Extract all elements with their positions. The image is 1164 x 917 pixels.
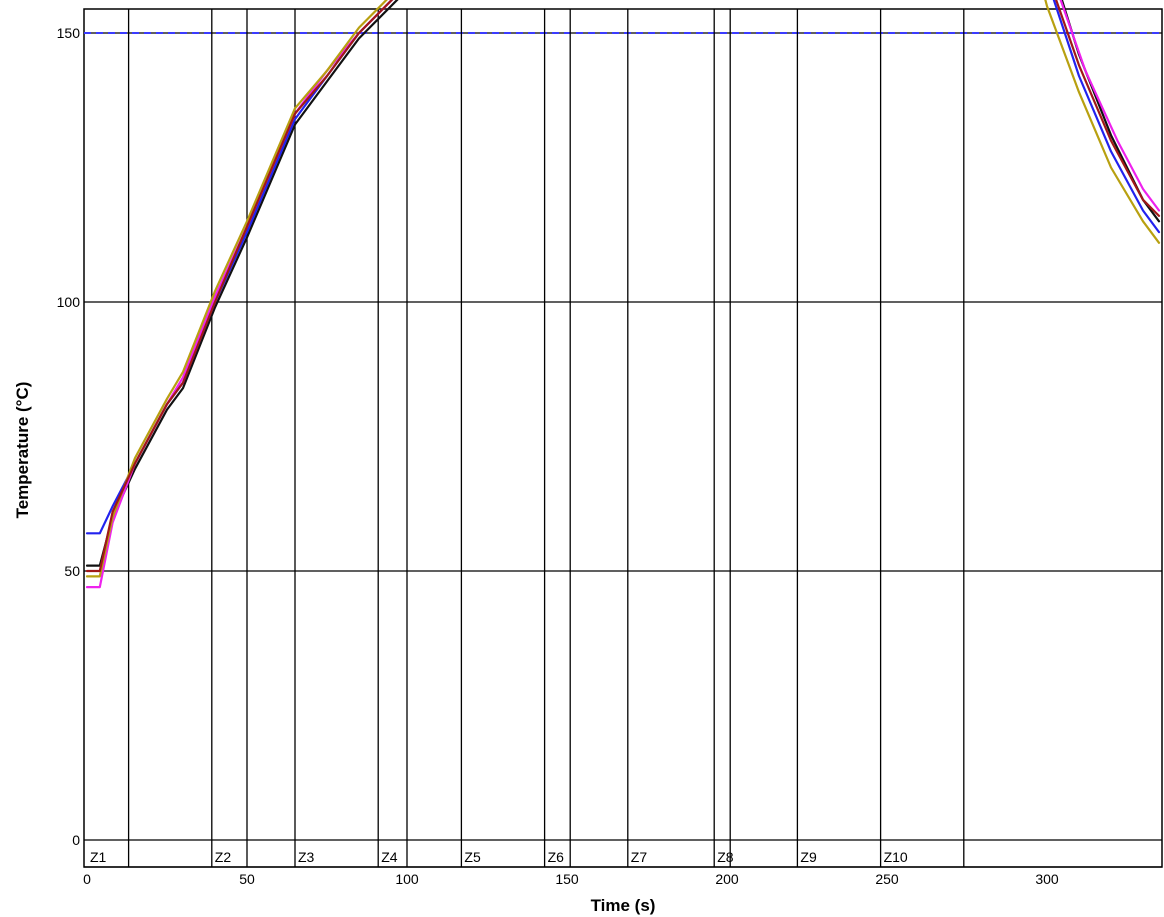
y-axis-title: Temperature (°C) [13, 382, 32, 519]
y-gridlines [84, 32, 1162, 868]
x-tick-labels: 0 50 100 150 200 250 300 [83, 871, 1059, 887]
x-tick-label-150: 150 [555, 871, 579, 887]
y-tick-label-100: 100 [57, 294, 81, 310]
x-tick-label-300: 300 [1035, 871, 1059, 887]
y-tick-label-150: 150 [57, 25, 81, 41]
zone-label-z1: Z1 [90, 849, 107, 865]
zone-label-z8: Z8 [717, 849, 734, 865]
zone-label-z5: Z5 [464, 849, 481, 865]
zone-label-z3: Z3 [298, 849, 315, 865]
plot-frame [83, 8, 1163, 868]
zone-label-z9: Z9 [800, 849, 817, 865]
x-tick-label-0: 0 [83, 871, 91, 887]
y-tick-label-50: 50 [64, 563, 80, 579]
y-tick-label-0: 0 [72, 832, 80, 848]
x-tick-label-50: 50 [239, 871, 255, 887]
series-lines [85, 0, 1161, 589]
x-axis-title: Time (s) [591, 896, 656, 915]
x-tick-label-100: 100 [395, 871, 419, 887]
series-line-1 [85, 0, 1161, 567]
series-line-5 [85, 0, 1161, 573]
zone-label-z4: Z4 [381, 849, 398, 865]
x-tick-label-200: 200 [715, 871, 739, 887]
zone-lines: Z1 Z2 Z3 Z4 Z5 Z6 Z7 Z8 Z9 Z10 [90, 9, 965, 867]
zone-label-z10: Z10 [884, 849, 908, 865]
zone-label-z2: Z2 [215, 849, 232, 865]
zone-label-z6: Z6 [548, 849, 565, 865]
zone-label-z7: Z7 [631, 849, 648, 865]
series-line-4 [85, 0, 1161, 578]
x-tick-label-250: 250 [875, 871, 899, 887]
